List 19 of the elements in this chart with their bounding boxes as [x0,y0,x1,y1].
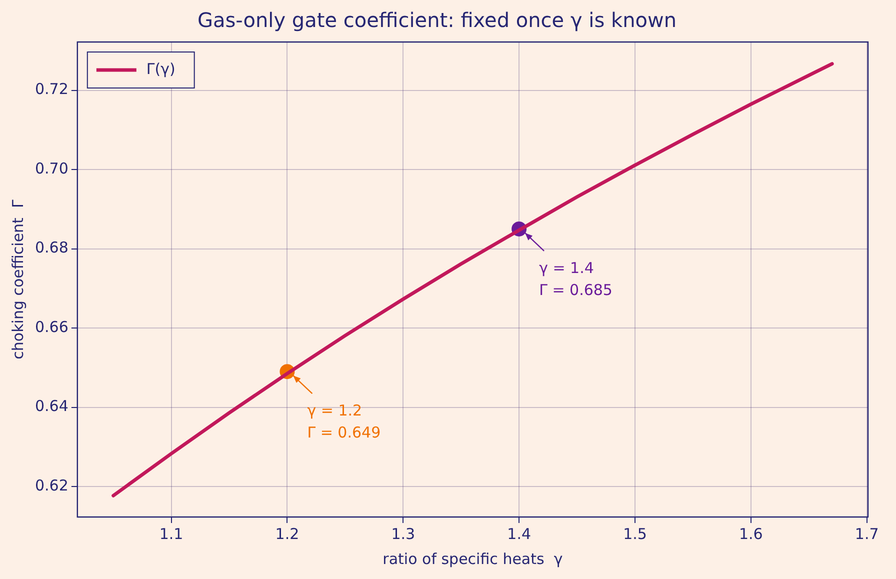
x-tick-label: 1.2 [275,524,300,543]
x-tick-label: 1.4 [507,524,531,543]
x-axis-title: ratio of specific heats γ [382,550,563,568]
annotation: γ = 1.4 Γ = 0.685 [539,258,612,299]
y-tick-label: 0.68 [34,238,68,257]
x-tick-label: 1.5 [623,524,647,543]
y-tick-label: 0.66 [34,318,68,336]
x-tick-label: 1.7 [854,524,879,543]
chart-title: Gas-only gate coefficient: fixed once γ is known [197,8,677,32]
y-tick-label: 0.62 [34,476,68,494]
y-tick-label: 0.72 [34,80,68,98]
x-tick-label: 1.1 [159,524,184,543]
y-tick-label: 0.70 [34,159,68,178]
annotation: γ = 1.2 Γ = 0.649 [307,402,381,442]
y-tick-label: 0.64 [34,397,68,416]
x-tick-label: 1.6 [738,524,763,543]
y-axis-title: choking coefficient Γ [8,199,27,360]
legend-label: Γ(γ) [146,60,176,78]
x-tick-label: 1.3 [391,524,416,543]
